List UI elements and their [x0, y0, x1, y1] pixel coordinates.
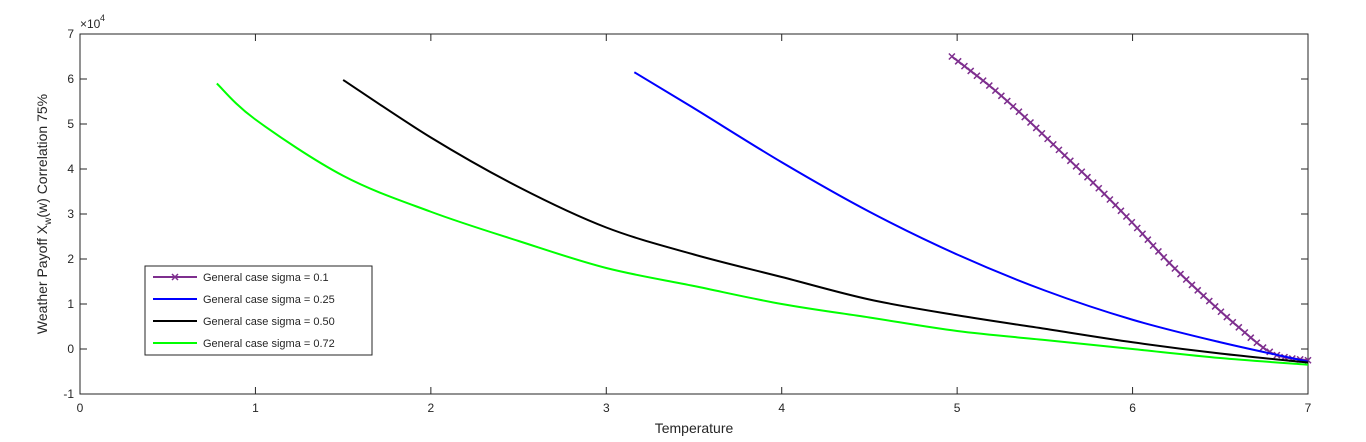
x-tick-label: 4: [778, 401, 785, 415]
series-marker-0: [1235, 323, 1243, 331]
legend-label: General case sigma = 0.72: [203, 338, 335, 350]
series-marker-0: [967, 67, 975, 75]
series-line-3: [216, 82, 1309, 366]
series-marker-0: [1182, 275, 1190, 284]
series-marker-0: [1133, 224, 1141, 232]
series-marker-0: [1259, 344, 1267, 352]
series-marker-0: [1223, 313, 1231, 321]
series-marker-0: [1089, 179, 1097, 187]
legend-entries: General case sigma = 0.1 General case sig…: [153, 272, 335, 350]
series-marker-0: [1044, 135, 1052, 143]
series-marker-0: [1111, 201, 1119, 209]
series-marker-0: [948, 52, 956, 61]
series-line-2: [342, 79, 1309, 364]
series-marker-0: [1241, 328, 1249, 337]
legend-label: General case sigma = 0.25: [203, 294, 335, 306]
legend: General case sigma = 0.1 General case sig…: [144, 265, 373, 356]
series-marker-0: [1032, 124, 1040, 132]
y-tick-label: 6: [67, 72, 74, 86]
x-tick-label: 1: [252, 401, 259, 415]
series-marker-0: [985, 82, 993, 90]
series-marker-0: [997, 92, 1005, 100]
x-tick-label: 3: [603, 401, 610, 415]
legend-label: General case sigma = 0.1: [203, 272, 329, 284]
y-tick-label: 0: [67, 342, 74, 356]
series-marker-0: [991, 87, 999, 95]
series-marker-0: [1122, 212, 1130, 221]
series-marker-0: [1229, 318, 1237, 326]
series-marker-0: [1078, 168, 1086, 176]
y-tick-label: 4: [67, 162, 74, 176]
series-marker-0: [1247, 334, 1255, 342]
series-marker-0: [1003, 97, 1011, 105]
series-marker-0: [1083, 173, 1092, 181]
series-marker-0: [1026, 118, 1035, 127]
series-marker-0: [1061, 151, 1069, 159]
series-marker-0: [1217, 308, 1225, 316]
x-tick-label: 2: [428, 401, 435, 415]
series-marker-0: [1095, 184, 1103, 192]
y-exponent-base: ×10: [80, 17, 101, 31]
y-tick-label: -1: [63, 387, 74, 401]
series-marker-0: [1149, 242, 1157, 250]
series-marker-0: [1144, 236, 1152, 244]
y-tick-label: 7: [67, 27, 74, 41]
series-marker-0: [1128, 218, 1136, 226]
series-marker-0: [1072, 162, 1080, 170]
y-axis-label: Weather Payoff Xw(w) Correlation 75%: [34, 94, 54, 334]
series-marker-0: [1015, 108, 1023, 116]
series-marker-0: [1176, 270, 1185, 278]
series-marker-0: [960, 62, 968, 70]
series-marker-0: [1139, 230, 1147, 238]
series-marker-0: [1049, 140, 1057, 148]
y-exponent-power: 4: [100, 13, 105, 23]
series-marker-0: [1194, 286, 1202, 294]
series-marker-0: [1100, 190, 1108, 198]
legend-label: General case sigma = 0.50: [203, 316, 335, 328]
legend-box: [144, 265, 373, 356]
series-marker-0: [1154, 247, 1162, 255]
legend-marker: [171, 273, 179, 281]
x-tick-label: 0: [77, 401, 84, 415]
series-marker-0: [1211, 302, 1219, 310]
series-marker-0: [1021, 113, 1029, 121]
series-marker-0: [979, 77, 987, 85]
series-marker-0: [1253, 339, 1261, 347]
series-marker-0: [973, 72, 981, 80]
series-group: [216, 52, 1312, 366]
series-marker-0: [1055, 146, 1063, 154]
y-tick-label: 5: [67, 117, 74, 131]
series-line-1: [633, 71, 1309, 363]
y-tick-label: 2: [67, 252, 74, 266]
y-tick-label: 1: [67, 297, 74, 311]
series-marker-0: [954, 57, 962, 65]
x-tick-label: 7: [1305, 401, 1312, 415]
y-tick-label: 3: [67, 207, 74, 221]
x-tick-label: 6: [1129, 401, 1136, 415]
series-marker-0: [1066, 157, 1074, 165]
series-marker-0: [1165, 259, 1173, 267]
series-marker-0: [1205, 297, 1213, 305]
series-marker-0: [1117, 207, 1125, 215]
x-axis-label: Temperature: [655, 420, 734, 436]
series-marker-0: [1038, 129, 1046, 137]
series-marker-0: [1199, 292, 1208, 300]
series-marker-0: [1171, 264, 1179, 273]
x-tick-label: 5: [954, 401, 961, 415]
series-marker-0: [1188, 281, 1196, 289]
series-marker-0: [1106, 195, 1114, 204]
series-marker-0: [1160, 253, 1168, 261]
series-marker-0: [1009, 102, 1017, 110]
